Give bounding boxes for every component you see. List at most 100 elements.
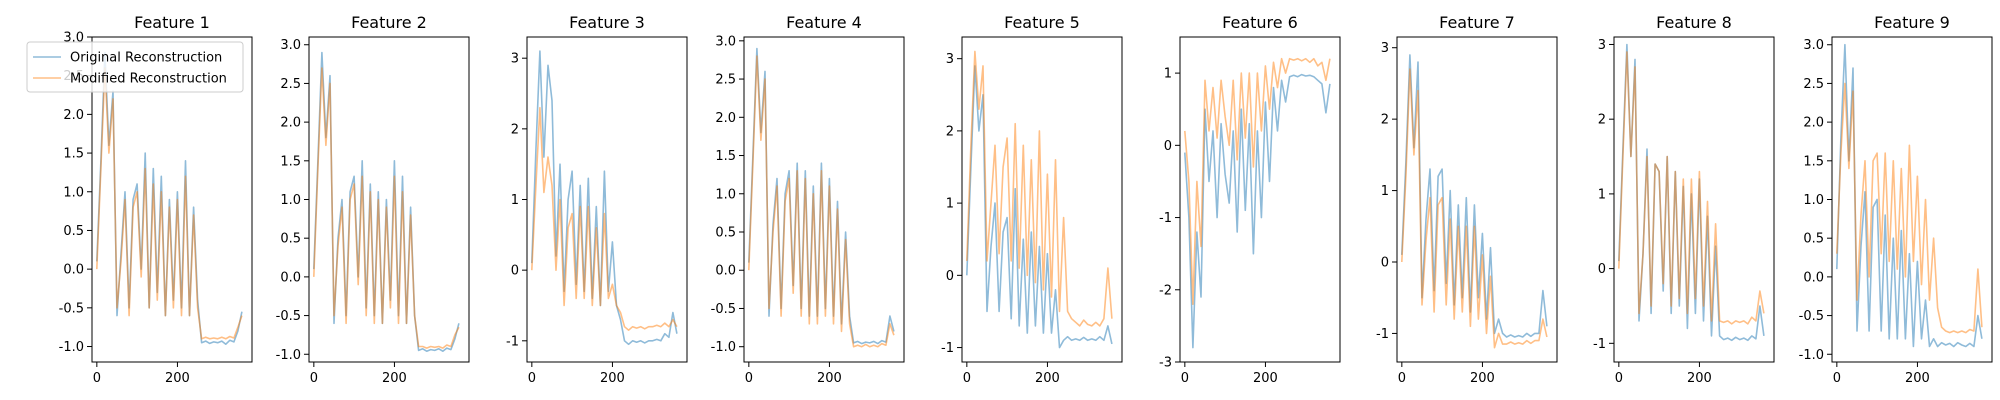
y-tick-label: -2: [1159, 283, 1172, 298]
y-tick-label: 1: [1381, 184, 1389, 199]
y-tick-label: 0.0: [280, 270, 301, 285]
subplot-7: 0 200 -1 0 1 2 3 Feature 7: [1376, 13, 1558, 386]
y-tick-label: 0.5: [63, 224, 84, 239]
y-tick-label: -0.5: [711, 302, 736, 317]
y-tick-label: 3.0: [1803, 38, 1824, 53]
y-tick-label: 1.5: [1803, 154, 1824, 169]
y-tick-label: 1.5: [280, 154, 301, 169]
y-tick-label: 1: [1164, 67, 1172, 82]
x-tick-label: 200: [1470, 371, 1495, 386]
series-line-modified: [966, 50, 1113, 327]
x-tick-label: 0: [1181, 371, 1189, 386]
y-tick-label: 1.5: [715, 149, 736, 164]
y-tick-label: -1.0: [1799, 348, 1824, 363]
y-tick-label: 1: [946, 197, 954, 212]
axes-frame: [1396, 36, 1558, 363]
subplot-2: 0 200 -1.0 -0.5 0.0 0.5 1.0 1.5 2.0 2.5 3.0 Feature…: [276, 13, 470, 386]
y-tick-label: 2.5: [1803, 77, 1824, 92]
x-tick-label: 0: [1398, 371, 1406, 386]
x-tick-label: 200: [1905, 371, 1930, 386]
y-tick-label: 0.5: [1803, 232, 1824, 247]
y-tick-label: 1.5: [63, 147, 84, 162]
y-tick-label: 0.0: [715, 264, 736, 279]
subplot-4: 0 200 -1.0 -0.5 0.0 0.5 1.0 1.5 2.0 2.5 3.0 Feature…: [711, 13, 905, 386]
y-tick-label: 3: [511, 52, 519, 67]
x-tick-label: 0: [745, 371, 753, 386]
y-tick-label: -0.5: [276, 309, 301, 324]
subplot-1: 0200-1.0-0.50.00.51.01.52.02.53.0Feature…: [59, 13, 253, 386]
series-line-modified: [96, 67, 243, 340]
x-tick-label: 200: [817, 371, 842, 386]
y-tick-label: 1.0: [63, 185, 84, 200]
legend: Original Reconstruction Modified Reconstr…: [26, 41, 244, 93]
y-tick-label: 3: [946, 52, 954, 67]
y-tick-label: 0.5: [280, 232, 301, 247]
y-tick-label: 0: [946, 269, 954, 284]
y-tick-label: 0: [1598, 262, 1606, 277]
y-tick-label: 1: [511, 193, 519, 208]
y-tick-label: -1.0: [711, 340, 736, 355]
y-tick-label: 0: [1381, 256, 1389, 271]
y-tick-label: 0.0: [1803, 270, 1824, 285]
series-line-modified: [531, 106, 678, 332]
y-tick-label: -1.0: [276, 348, 301, 363]
y-tick-label: -1.0: [59, 340, 84, 355]
y-tick-label: 3.0: [280, 38, 301, 53]
series-line-modified: [748, 55, 895, 348]
subplot-title: Feature 3: [569, 13, 645, 32]
y-tick-label: 3: [1598, 38, 1606, 53]
series-line-modified: [1618, 51, 1765, 325]
series-line-original: [531, 50, 678, 346]
y-tick-label: 2.5: [715, 73, 736, 88]
x-tick-label: 200: [165, 371, 190, 386]
x-tick-label: 200: [382, 371, 407, 386]
y-tick-label: -1: [1376, 327, 1389, 342]
series-line-original: [96, 51, 243, 346]
y-tick-label: 0: [1164, 139, 1172, 154]
subplot-title: Feature 8: [1656, 13, 1732, 32]
x-tick-label: 0: [1615, 371, 1623, 386]
y-tick-label: 2.0: [280, 116, 301, 131]
y-tick-label: 0.0: [63, 263, 84, 278]
y-tick-label: 2.0: [63, 108, 84, 123]
y-tick-label: 3.0: [715, 34, 736, 49]
series-line-modified: [1836, 82, 1983, 334]
subplot-5: 0 200 -1 0 1 2 3 Feature 5: [941, 13, 1123, 386]
series-line-original: [1836, 43, 1983, 348]
legend-box: [26, 41, 244, 93]
subplot-title: Feature 4: [786, 13, 862, 32]
y-tick-label: 0.5: [715, 226, 736, 241]
axes-frame: [308, 36, 470, 363]
legend-label-modified: Modified Reconstruction: [70, 72, 227, 87]
y-tick-label: -3: [1159, 356, 1172, 371]
y-tick-label: 1.0: [280, 193, 301, 208]
y-tick-label: 2: [946, 124, 954, 139]
series-line-original: [1184, 73, 1331, 349]
axes-frame: [961, 36, 1123, 363]
y-tick-label: 2: [511, 122, 519, 137]
series-line-modified: [1401, 68, 1548, 349]
x-tick-label: 0: [310, 371, 318, 386]
y-tick-label: -1: [1159, 211, 1172, 226]
x-tick-label: 0: [93, 371, 101, 386]
x-tick-label: 200: [1687, 371, 1712, 386]
y-tick-label: 0: [511, 264, 519, 279]
y-tick-label: -0.5: [59, 301, 84, 316]
y-tick-label: -1: [1593, 337, 1606, 352]
y-tick-label: 3: [1381, 41, 1389, 56]
series-line-modified: [1184, 57, 1331, 306]
axes-frame: [1613, 36, 1775, 363]
y-tick-label: -1: [941, 341, 954, 356]
x-tick-label: 200: [1253, 371, 1278, 386]
subplot-6: 0 200 -3 -2 -1 0 1 Feature 6: [1159, 13, 1341, 386]
series-line-modified: [313, 67, 460, 349]
y-tick-label: -0.5: [1799, 309, 1824, 324]
axes-frame: [91, 36, 253, 363]
subplot-3: 0 200 -1 0 1 2 3 Feature 3: [506, 13, 688, 386]
x-tick-label: 200: [600, 371, 625, 386]
y-tick-label: 2.0: [1803, 116, 1824, 131]
series-line-original: [1401, 54, 1548, 338]
x-tick-label: 0: [528, 371, 536, 386]
subplot-title: Feature 9: [1874, 13, 1950, 32]
